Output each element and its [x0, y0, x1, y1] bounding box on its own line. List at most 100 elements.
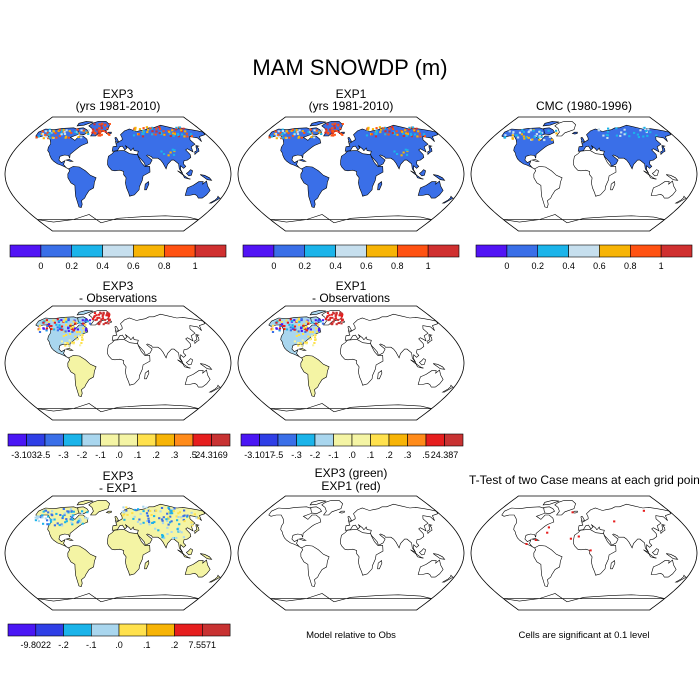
- snow-cell: [159, 131, 163, 134]
- colorbar-box: [146, 623, 175, 637]
- snow-cell: [80, 512, 84, 514]
- snow-cell: [540, 136, 543, 139]
- snow-cell: [38, 331, 42, 333]
- snow-cell: [517, 136, 520, 139]
- snow-cell: [289, 326, 292, 329]
- colorbar-box: [9, 244, 42, 258]
- snow-cell: [52, 319, 55, 322]
- snow-cell: [65, 323, 68, 326]
- snow-cell: [76, 331, 79, 333]
- snow-cell: [374, 135, 378, 138]
- snow-cell: [300, 345, 303, 347]
- snow-cell: [162, 537, 165, 540]
- snow-cell: [158, 126, 161, 129]
- snow-cell: [145, 506, 148, 509]
- snow-cell: [99, 312, 103, 315]
- snow-cell: [55, 512, 58, 515]
- snow-cell: [48, 128, 51, 131]
- snow-cell: [191, 524, 194, 527]
- snow-cell: [133, 508, 136, 511]
- snow-cell: [615, 134, 618, 137]
- snow-cell: [135, 509, 138, 512]
- colorbar-box: [7, 433, 27, 447]
- coastline-samerica: [300, 545, 330, 587]
- figure-title: MAM SNOWDP (m): [252, 55, 448, 80]
- snow-cell: [81, 522, 84, 525]
- snow-cell: [67, 510, 70, 513]
- snow-cell: [59, 514, 62, 516]
- coastline-newguinea: [200, 174, 213, 181]
- colorbar-box: [174, 623, 203, 637]
- snow-cell: [326, 312, 330, 315]
- snow-cell: [84, 329, 88, 332]
- panel-title-line1: EXP1: [335, 87, 367, 101]
- colorbar-label: .3: [171, 450, 179, 460]
- colorbar-box: [333, 433, 353, 447]
- colorbar-label: 0.6: [360, 261, 373, 271]
- snow-cell: [142, 510, 145, 513]
- snow-cell: [331, 323, 334, 326]
- snow-cell: [367, 128, 370, 131]
- snow-cell: [63, 133, 67, 135]
- snow-cell: [142, 505, 145, 508]
- snow-cell: [401, 130, 404, 133]
- snow-cell: [272, 324, 275, 327]
- snow-cell: [138, 128, 142, 131]
- snow-cell: [65, 135, 68, 138]
- snow-cell: [84, 320, 87, 323]
- snow-cell: [69, 323, 73, 326]
- snow-cell: [332, 134, 335, 137]
- snow-cell: [74, 322, 77, 325]
- map-land: [268, 500, 454, 603]
- snow-cell: [91, 318, 94, 320]
- snow-cell: [365, 134, 369, 137]
- snow-cell: [68, 326, 71, 329]
- colorbar-label: 7.5571: [189, 640, 217, 650]
- snow-cell: [288, 323, 291, 326]
- snow-cell: [597, 129, 600, 132]
- snow-cell: [298, 129, 301, 132]
- coastline-indonesia: [410, 549, 424, 559]
- snow-cell: [339, 311, 342, 314]
- snow-cell: [308, 338, 312, 341]
- snow-cell: [378, 126, 381, 129]
- snow-cell: [108, 133, 111, 136]
- snow-cell: [313, 336, 317, 339]
- snow-cell: [274, 130, 277, 133]
- snow-cell: [284, 136, 287, 139]
- snow-cell: [166, 533, 169, 535]
- snow-cell: [47, 137, 50, 140]
- snow-cell: [158, 517, 161, 520]
- snow-cell: [597, 128, 600, 131]
- snow-cell: [123, 511, 126, 514]
- snow-cell: [98, 316, 101, 319]
- snow-cell: [291, 324, 294, 327]
- snow-cell: [80, 129, 83, 132]
- coastline-indonesia: [643, 549, 657, 559]
- snow-cell: [161, 536, 164, 539]
- snow-cell: [37, 135, 41, 138]
- snow-cell: [49, 132, 52, 135]
- colorbar-label: -3.1032: [11, 450, 42, 460]
- snow-cell: [268, 136, 271, 139]
- snow-cell: [99, 134, 102, 137]
- colorbar-label: 0.2: [531, 261, 544, 271]
- snow-cell: [160, 150, 163, 153]
- snow-cell: [305, 325, 308, 328]
- snow-cell: [56, 522, 59, 525]
- snow-cell: [186, 514, 189, 517]
- snow-cell: [335, 313, 338, 316]
- snow-cell: [56, 326, 59, 329]
- snow-cell: [100, 127, 103, 129]
- panel-title-line1: EXP3: [102, 87, 134, 101]
- snow-cell: [330, 134, 333, 137]
- snow-cell: [62, 128, 65, 131]
- snow-cell: [318, 328, 321, 330]
- coastline-ellesmere: [542, 121, 560, 127]
- coastline-newguinea: [666, 553, 679, 560]
- snow-cell: [78, 331, 81, 334]
- colorbar-label: .5: [189, 450, 197, 460]
- snow-cell: [137, 133, 141, 136]
- coastline-eurasia: [344, 313, 439, 363]
- snow-cell: [619, 134, 622, 137]
